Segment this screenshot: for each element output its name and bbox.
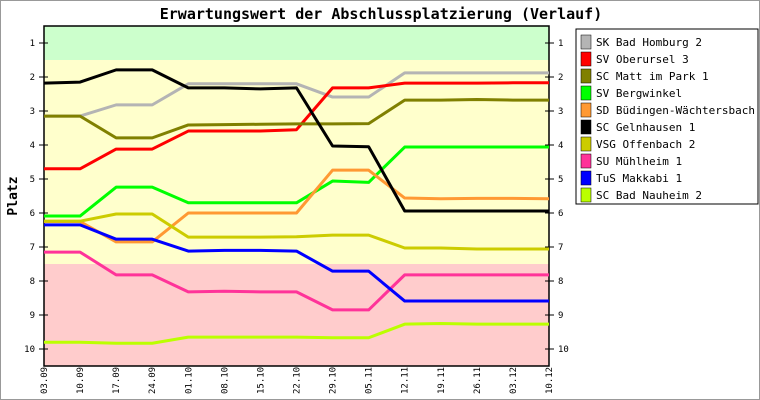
- x-tick-label: 08.10: [220, 367, 230, 394]
- legend-swatch: [580, 68, 592, 84]
- series-line: [44, 71, 549, 118]
- x-tick-label: 01.10: [184, 367, 194, 394]
- y-tick-label: 10: [24, 345, 35, 355]
- y-tick-label: 8: [30, 277, 35, 287]
- x-tick-label: 10.09: [76, 367, 86, 394]
- legend-swatch: [580, 136, 592, 152]
- y-tick-label-right: 5: [558, 175, 563, 185]
- legend-label: VSG Offenbach 2: [596, 138, 695, 151]
- y-tick-label-right: 6: [558, 209, 563, 219]
- x-tick-label: 26.11: [473, 367, 483, 394]
- series-line: [44, 322, 549, 345]
- y-tick-label: 7: [30, 243, 35, 253]
- y-tick-label: 1: [30, 39, 35, 49]
- legend-box: [575, 28, 759, 205]
- y-tick-label: 2: [30, 73, 35, 83]
- legend-swatch: [580, 102, 592, 118]
- y-tick-label: 4: [30, 141, 35, 151]
- legend-swatch: [580, 153, 592, 169]
- legend-label: SK Bad Homburg 2: [596, 36, 702, 49]
- y-tick-label-right: 7: [558, 243, 563, 253]
- legend-swatch: [580, 170, 592, 186]
- x-tick-label: 24.09: [148, 367, 158, 394]
- legend-label: SC Matt im Park 1: [596, 70, 709, 83]
- background-band: [44, 264, 549, 366]
- y-tick-label: 6: [30, 209, 35, 219]
- legend-label: TuS Makkabi 1: [596, 172, 682, 185]
- x-tick-label: 22.10: [293, 367, 303, 394]
- legend-swatch: [580, 187, 592, 203]
- y-axis-label: Platz: [6, 176, 21, 215]
- legend-swatch: [580, 85, 592, 101]
- y-tick-label-right: 1: [558, 39, 563, 49]
- y-tick-label: 5: [30, 175, 35, 185]
- y-tick-label-right: 10: [558, 345, 569, 355]
- legend-label: SV Oberursel 3: [596, 53, 689, 66]
- y-tick-label: 9: [30, 311, 35, 321]
- x-tick-label: 10.12: [545, 367, 555, 394]
- x-tick-label: 03.12: [509, 367, 519, 394]
- series-line: [44, 223, 549, 303]
- x-tick-label: 29.10: [329, 367, 339, 394]
- series-line: [44, 168, 550, 244]
- legend-label: SC Bad Nauheim 2: [596, 189, 702, 202]
- legend-label: SU Mühlheim 1: [596, 155, 682, 168]
- background-band: [44, 26, 549, 60]
- series-line: [44, 250, 549, 312]
- legend-swatch: [580, 51, 592, 67]
- x-tick-label: 17.09: [112, 367, 122, 394]
- y-tick-label-right: 3: [558, 107, 563, 117]
- x-tick-label: 15.10: [256, 367, 266, 394]
- x-tick-label: 03.09: [40, 367, 50, 394]
- y-tick-label-right: 9: [558, 311, 563, 321]
- legend-swatch: [580, 119, 592, 135]
- series-line: [44, 97, 549, 140]
- series-line: [44, 145, 549, 218]
- legend-label: SV Bergwinkel: [596, 87, 682, 100]
- x-tick-label: 05.11: [365, 367, 375, 394]
- series-line: [44, 81, 549, 171]
- y-tick-label-right: 2: [558, 73, 563, 83]
- y-tick-label-right: 8: [558, 277, 563, 287]
- x-tick-label: 19.11: [437, 367, 447, 394]
- legend-swatch: [580, 34, 592, 50]
- y-tick-label-right: 4: [558, 141, 563, 151]
- legend-label: SC Gelnhausen 1: [596, 121, 695, 134]
- background-band: [44, 60, 549, 264]
- series-line: [44, 212, 549, 251]
- series-line: [43, 68, 549, 213]
- plot-frame: [43, 25, 550, 367]
- x-tick-label: 12.11: [401, 367, 411, 394]
- chart-title: Erwartungswert der Abschlussplatzierung …: [160, 5, 603, 23]
- legend-label: SD Büdingen-Wächtersbach 1: [596, 104, 759, 117]
- y-tick-label: 3: [30, 107, 35, 117]
